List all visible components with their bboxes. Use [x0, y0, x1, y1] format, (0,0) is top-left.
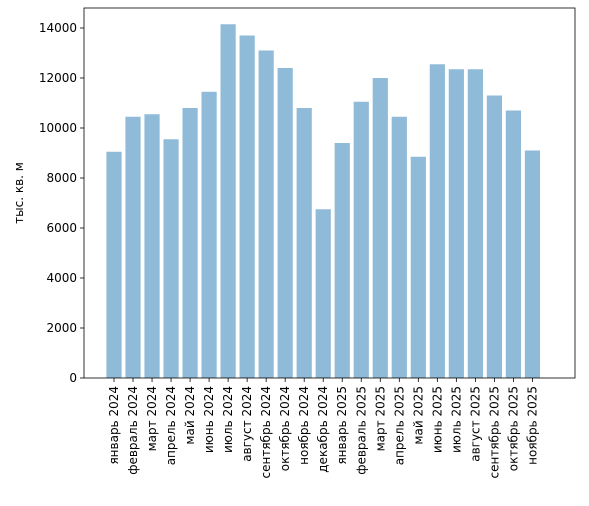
bar-3 — [144, 114, 160, 378]
y-axis-label: тыс. кв. м — [12, 162, 26, 224]
y-axis: 0 2000 4000 6000 8000 10000 12000 14000 — [39, 21, 84, 385]
bar-17 — [410, 156, 426, 378]
y-tick-label: 6000 — [46, 221, 77, 235]
bar-2 — [125, 116, 141, 378]
y-tick-label: 4000 — [46, 271, 77, 285]
x-tick-label: июнь 2024 — [202, 386, 216, 453]
bar-7 — [220, 24, 236, 378]
x-tick-label: июль 2025 — [449, 386, 463, 453]
x-tick-label: май 2025 — [411, 386, 425, 445]
y-tick-label: 14000 — [39, 21, 77, 35]
bar-22 — [505, 110, 522, 378]
x-tick-label: май 2024 — [183, 386, 197, 445]
y-tick-label: 10000 — [39, 121, 77, 135]
x-tick-label: апрель 2024 — [164, 386, 178, 465]
bar-8 — [239, 35, 255, 378]
x-tick-label: август 2024 — [240, 386, 254, 462]
bar-18 — [429, 64, 445, 378]
bar-11 — [296, 108, 312, 378]
bar-23 — [524, 150, 541, 378]
x-tick-label: февраль 2024 — [126, 386, 140, 475]
bar-15 — [372, 78, 388, 378]
x-tick-label: август 2025 — [468, 386, 482, 462]
x-tick-label: январь 2024 — [107, 386, 121, 465]
x-axis: январь 2024 февраль 2024 март 2024 апрель 2… — [107, 378, 539, 478]
bar-5 — [182, 108, 198, 378]
x-tick-label: сентябрь 2024 — [259, 386, 273, 478]
x-tick-label: январь 2025 — [335, 386, 349, 465]
x-tick-label: июль 2024 — [221, 386, 235, 453]
bar-21 — [486, 95, 502, 378]
bar-20 — [467, 69, 483, 378]
y-tick-label: 2000 — [46, 321, 77, 335]
bar-1 — [106, 151, 122, 378]
x-tick-label: октябрь 2024 — [278, 386, 292, 471]
x-tick-label: ноябрь 2024 — [297, 386, 311, 465]
x-tick-label: сентябрь 2025 — [487, 386, 501, 478]
bar-6 — [201, 91, 217, 378]
x-tick-label: июнь 2025 — [430, 386, 444, 453]
x-tick-label: март 2025 — [373, 386, 387, 451]
x-tick-label: март 2024 — [145, 386, 159, 451]
bar-12 — [315, 209, 331, 378]
plot-frame — [83, 7, 576, 379]
bar-16 — [391, 116, 407, 378]
x-tick-label: декабрь 2024 — [316, 386, 330, 473]
bar-13 — [334, 143, 350, 378]
bar-10 — [277, 68, 293, 378]
plot-area — [83, 7, 576, 379]
y-tick-label: 8000 — [46, 171, 77, 185]
bar-4 — [163, 139, 179, 378]
x-tick-label: ноябрь 2025 — [525, 386, 539, 465]
x-tick-label: апрель 2025 — [392, 386, 406, 465]
bar-19 — [448, 69, 464, 378]
x-tick-label: октябрь 2025 — [506, 386, 520, 471]
y-tick-label: 12000 — [39, 71, 77, 85]
x-tick-label: февраль 2025 — [354, 386, 368, 475]
bars-group — [106, 24, 541, 378]
y-tick-label: 0 — [69, 371, 77, 385]
bar-14 — [353, 101, 369, 378]
bar-9 — [258, 50, 274, 378]
